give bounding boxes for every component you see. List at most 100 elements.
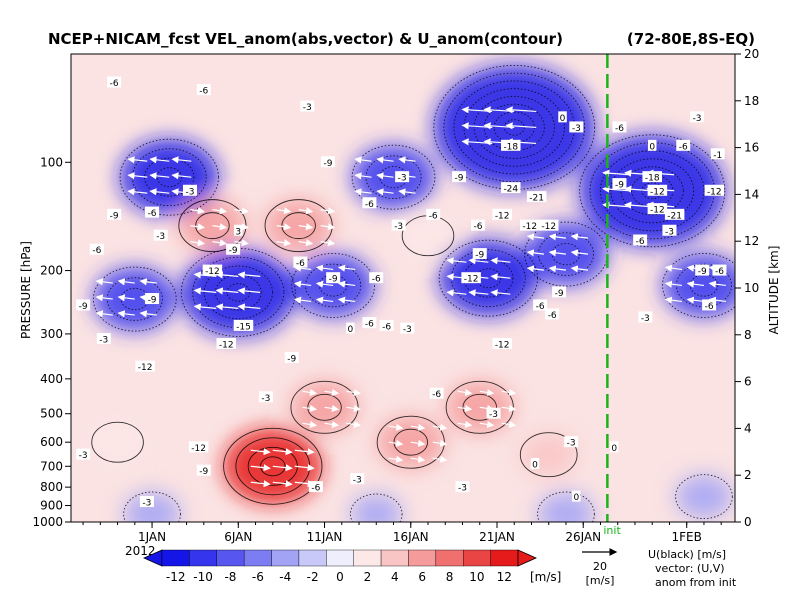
- contour-line: [475, 268, 502, 289]
- velocity-vector: [190, 223, 206, 231]
- contour-label-box: [569, 121, 584, 133]
- contour-line: [91, 421, 144, 463]
- velocity-vector: [410, 455, 426, 463]
- contour-label: -6: [548, 311, 557, 321]
- contour-line: [144, 157, 195, 197]
- contour-line: [579, 134, 726, 248]
- velocity-vector: [410, 439, 426, 447]
- contour-label-box: [216, 337, 236, 349]
- contour-label: -15: [236, 322, 251, 332]
- velocity-vector: [548, 249, 567, 257]
- contour-label-box: [362, 317, 377, 329]
- contour-label-box: [188, 441, 209, 453]
- colorbar-segment: [353, 549, 382, 567]
- contour-label-box: [471, 219, 486, 231]
- contour-label: -12: [464, 275, 479, 285]
- y-pressure-tick-label: 900: [40, 499, 63, 513]
- x-tick-label: 16JAN: [393, 530, 429, 544]
- colorbar-segment: [298, 549, 327, 567]
- chart-title: NCEP+NICAM_fcst VEL_anom(abs,vector) & U…: [48, 30, 563, 48]
- x-tick-label: 21JAN: [479, 530, 515, 544]
- contour-label: -24: [503, 185, 518, 195]
- init-label: init: [603, 524, 621, 537]
- contour-line: [610, 158, 695, 224]
- colorbar-segment: [189, 549, 217, 567]
- contour-label: -3: [567, 439, 576, 449]
- contour-label: -12: [191, 444, 206, 454]
- velocity-vector: [337, 296, 356, 304]
- contour-label-box: [145, 293, 160, 305]
- contour-line: [307, 393, 342, 421]
- contour-label-box: [538, 219, 559, 231]
- velocity-vector: [234, 239, 250, 247]
- contour-label-box: [612, 178, 627, 190]
- y-altitude-tick-label: 12: [744, 234, 759, 248]
- velocity-vector: [432, 455, 448, 463]
- y-altitude-tick-label: 16: [744, 141, 759, 155]
- velocity-vector: [127, 156, 148, 164]
- legend-line-3: anom from init: [655, 576, 737, 589]
- contour-line: [689, 274, 719, 297]
- contour-label-box: [429, 387, 444, 399]
- velocity-vector: [354, 188, 372, 196]
- velocity-vector: [315, 296, 334, 304]
- contour-label: -6: [92, 246, 101, 256]
- legend-line-2: vector: (U,V): [655, 562, 725, 575]
- contour-label: -9: [475, 251, 484, 261]
- colorbar-tick-label: 12: [497, 570, 512, 584]
- contour-line: [119, 138, 219, 216]
- velocity-vector: [272, 448, 293, 456]
- contour-label-box: [391, 219, 406, 231]
- colorbar-tick-label: -12: [166, 570, 186, 584]
- contour-label: -12: [495, 211, 510, 221]
- velocity-vector: [490, 273, 511, 281]
- velocity-vector: [215, 287, 239, 295]
- contour-label: -3: [186, 187, 195, 197]
- contour-label-box: [702, 299, 717, 311]
- contour-label: -12: [541, 222, 556, 232]
- contour-label: -3: [665, 227, 674, 237]
- contour-label: -12: [495, 340, 510, 350]
- contour-label: 3: [235, 227, 241, 237]
- colorbar-tick-label: -4: [279, 570, 291, 584]
- velocity-vector: [376, 172, 394, 180]
- velocity-vector: [190, 239, 206, 247]
- contour-label: -1: [713, 151, 722, 161]
- contour-label: -6: [365, 200, 374, 210]
- contour-label-box: [612, 121, 627, 133]
- velocity-vector: [324, 420, 340, 429]
- velocity-vector: [337, 280, 356, 288]
- velocity-vector: [686, 280, 705, 288]
- x-tick-label: 6JAN: [224, 530, 252, 544]
- contour-label-box: [638, 311, 653, 323]
- u-anomaly-region: [402, 215, 454, 256]
- contour-label: -3: [142, 499, 151, 509]
- velocity-vector: [490, 289, 511, 297]
- velocity-vector: [237, 271, 261, 279]
- velocity-vector: [293, 280, 312, 288]
- contour-line: [662, 253, 735, 318]
- contour-line: [203, 265, 273, 320]
- x-tick-label: 11JAN: [307, 530, 343, 544]
- velocity-vector: [117, 294, 135, 302]
- contour-label-box: [533, 299, 548, 311]
- colorbar-segment: [463, 549, 491, 567]
- velocity-vector: [708, 280, 727, 288]
- contour-label-box: [369, 272, 384, 284]
- velocity-vector: [315, 280, 334, 288]
- colorbar-tick-label: 4: [391, 570, 399, 584]
- contour-label: -3: [693, 114, 702, 124]
- y-pressure-tick-label: 500: [40, 407, 63, 421]
- velocity-vector: [346, 420, 362, 429]
- contour-label-box: [710, 148, 725, 160]
- colorbar-tick-label: 2: [364, 570, 372, 584]
- contour-line: [537, 491, 595, 522]
- velocity-vector: [337, 264, 356, 272]
- y-pressure-tick-label: 700: [40, 459, 63, 473]
- velocity-vector: [293, 296, 312, 304]
- contour-label-box: [642, 171, 662, 183]
- contour-label: -9: [615, 181, 624, 191]
- velocity-vector: [664, 264, 683, 272]
- velocity-vector: [276, 207, 292, 215]
- contour-label: -6: [199, 87, 208, 97]
